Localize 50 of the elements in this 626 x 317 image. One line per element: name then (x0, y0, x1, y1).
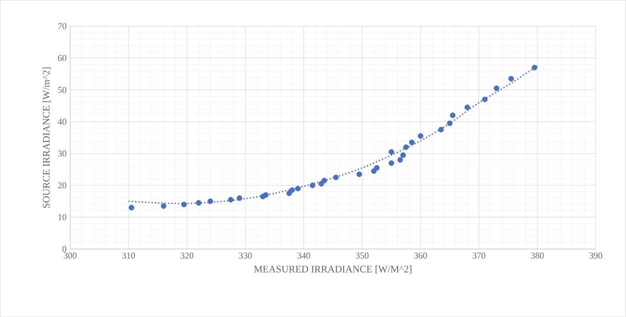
point (208, 198, 214, 204)
point (388, 149, 394, 155)
point (409, 140, 415, 146)
y-tick-label: 10 (58, 214, 66, 220)
x-tick-label: 330 (239, 252, 252, 259)
point (508, 76, 514, 82)
point (418, 133, 424, 139)
y-tick-label: 30 (58, 150, 66, 156)
y-tick-label: 40 (58, 118, 66, 125)
point (356, 171, 362, 177)
y-tick-label: 0 (62, 246, 66, 252)
x-tick-label: 340 (297, 252, 310, 259)
y-tick-label: 60 (58, 54, 66, 61)
point (236, 195, 242, 201)
point (263, 192, 269, 198)
x-axis-title: MEASURED IRRADIANCE [W/M^2] (254, 265, 412, 274)
point (181, 202, 187, 208)
point (374, 164, 380, 171)
point (160, 203, 166, 209)
x-tick-label: 370 (472, 252, 486, 259)
point (196, 200, 202, 206)
point (397, 157, 403, 163)
point (494, 85, 500, 91)
point (450, 112, 456, 118)
point (310, 182, 316, 188)
point (295, 186, 301, 192)
point (532, 64, 538, 70)
x-tick-label: 360 (414, 252, 427, 259)
x-tick-label: 300 (64, 252, 77, 259)
x-tick-label: 350 (356, 252, 369, 259)
x-tick-label: 390 (590, 252, 602, 259)
point (403, 144, 409, 150)
point (128, 204, 134, 210)
point (321, 178, 328, 184)
point (400, 152, 406, 158)
x-tick-label: 310 (122, 252, 135, 259)
point (333, 174, 339, 180)
point (482, 96, 488, 102)
y-tick-label: 20 (58, 182, 66, 188)
y-axis-title: SOURCE IRRADIANCE [W/m^2] (42, 67, 51, 208)
y-tick-label: 50 (58, 86, 66, 93)
point (438, 126, 444, 132)
point (464, 104, 470, 110)
x-tick-label: 320 (180, 252, 194, 259)
point (388, 160, 394, 166)
y-tick-label: 70 (58, 23, 66, 30)
point (447, 120, 453, 126)
point (228, 196, 234, 202)
point (289, 187, 295, 193)
x-tick-label: 380 (531, 252, 544, 259)
